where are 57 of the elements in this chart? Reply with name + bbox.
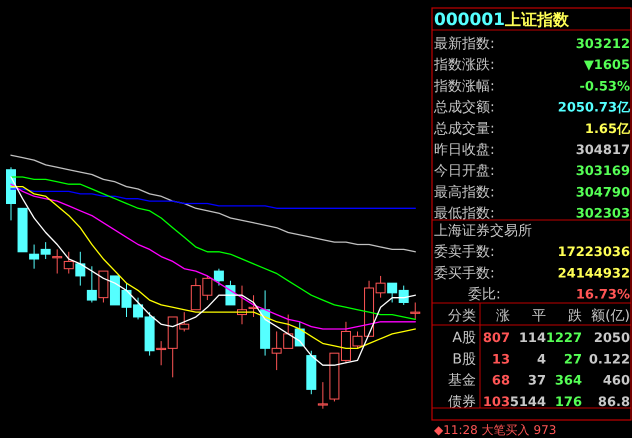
text: A股 xyxy=(452,330,476,346)
text: ◆11:28 大笔买入 973 xyxy=(434,423,556,437)
text: 0.122 xyxy=(588,352,630,368)
text: 昨日收盘: xyxy=(434,142,495,158)
text: 上证指数 xyxy=(504,10,570,29)
text: 302303 xyxy=(576,206,630,222)
text: 303169 xyxy=(576,164,630,180)
text: 分类 xyxy=(448,308,476,324)
text: 额(亿) xyxy=(591,308,630,324)
text: 103 xyxy=(482,394,510,410)
text: 基金 xyxy=(448,372,476,389)
text: 364 xyxy=(554,374,582,389)
text: 今日开盘: xyxy=(434,163,495,180)
text: 27 xyxy=(564,352,582,368)
text: 5144 xyxy=(510,394,546,410)
text: ▼1605 xyxy=(584,58,630,74)
text: 跌 xyxy=(568,308,582,324)
text: 17223036 xyxy=(558,245,630,260)
text: 1227 xyxy=(546,331,582,346)
text: 304790 xyxy=(576,185,630,200)
text: 2050 xyxy=(594,331,630,346)
candlestick xyxy=(64,251,74,274)
text: 最高指数: xyxy=(434,184,495,200)
text: 13 xyxy=(492,352,510,368)
candlestick xyxy=(52,248,62,274)
text: 304817 xyxy=(576,143,630,158)
text: 委买手数: xyxy=(434,265,495,282)
text: 37 xyxy=(528,374,546,389)
text: 460 xyxy=(602,374,630,389)
text: 16.73% xyxy=(576,288,630,303)
candlestick xyxy=(260,290,270,356)
text: -0.53% xyxy=(580,79,630,94)
text: 平 xyxy=(532,308,546,324)
text: 24144932 xyxy=(558,266,630,282)
text: 807 xyxy=(482,331,510,346)
text: 总成交额: xyxy=(433,100,495,116)
text: B股 xyxy=(452,351,476,368)
text: 上海证券交易所 xyxy=(434,223,532,239)
text: 最新指数: xyxy=(434,36,495,52)
text: 债券 xyxy=(448,394,476,410)
text: 303212 xyxy=(576,37,630,52)
text: 000001 xyxy=(434,10,505,30)
text: 总成交量: xyxy=(433,120,495,137)
text: 涨 xyxy=(496,308,510,324)
text: 最低指数: xyxy=(434,206,495,222)
text: 委卖手数: xyxy=(434,244,495,260)
text: 68 xyxy=(492,374,510,389)
candlestick xyxy=(75,251,86,286)
text: 4 xyxy=(536,352,546,368)
text: 委比: xyxy=(468,286,501,303)
text: 指数涨跌: xyxy=(433,57,495,74)
text: 1.65亿 xyxy=(584,122,631,137)
text: 86.8 xyxy=(598,394,630,410)
text: 指数涨幅: xyxy=(433,78,495,94)
text: 176 xyxy=(554,394,582,410)
text: 114 xyxy=(518,331,546,346)
text: 2050.73亿 xyxy=(558,100,631,116)
